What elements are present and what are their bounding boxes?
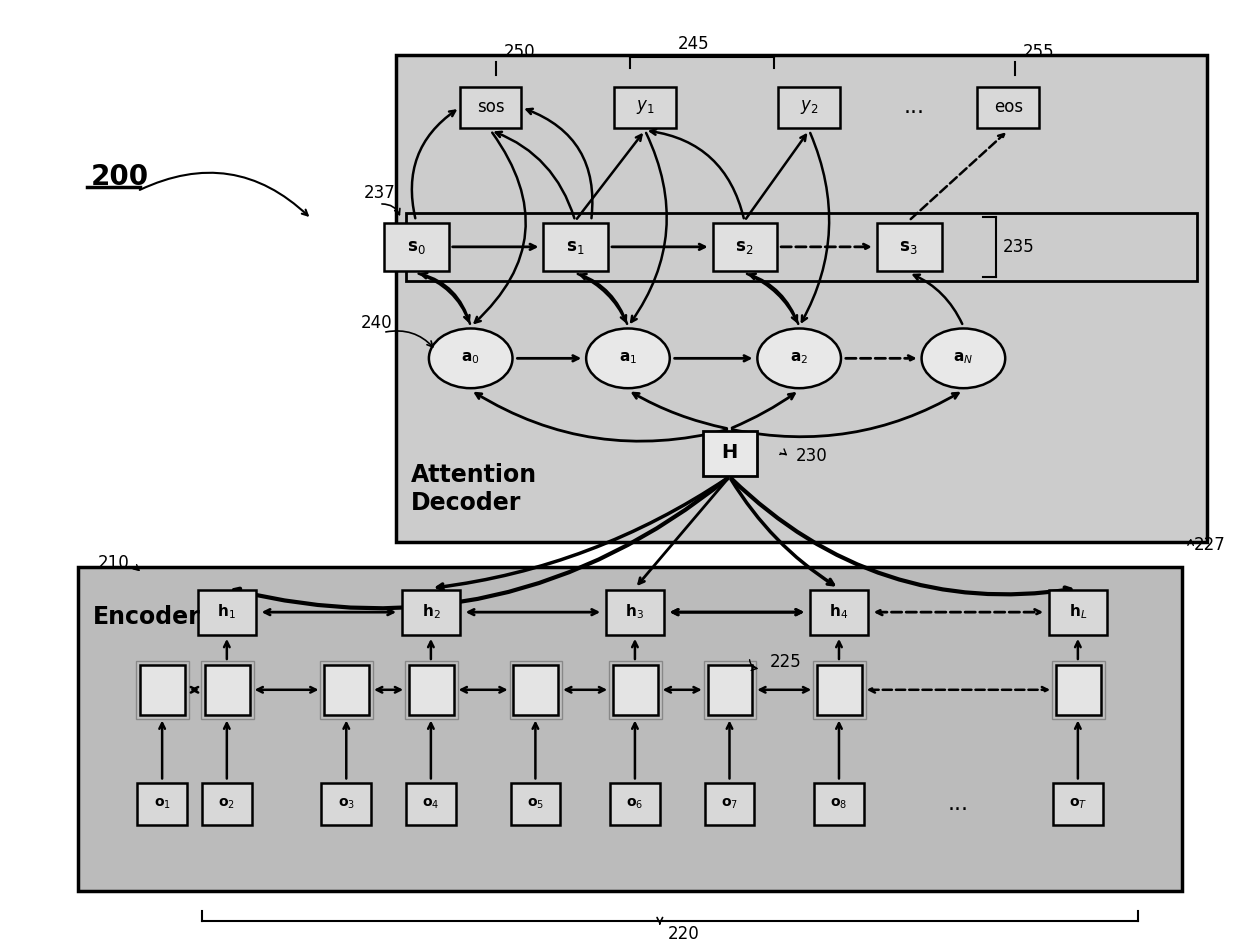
Text: $\mathbf{o}_7$: $\mathbf{o}_7$ xyxy=(720,797,738,812)
Text: $\mathbf{o}_3$: $\mathbf{o}_3$ xyxy=(337,797,355,812)
Text: Attention: Attention xyxy=(410,463,537,487)
Bar xyxy=(708,665,753,715)
Bar xyxy=(1053,784,1102,825)
Text: 200: 200 xyxy=(91,163,149,192)
Text: 230: 230 xyxy=(796,447,828,464)
Bar xyxy=(510,661,562,718)
Text: $\mathbf{h}_2$: $\mathbf{h}_2$ xyxy=(422,603,440,621)
Text: 225: 225 xyxy=(769,653,801,671)
Bar xyxy=(817,665,862,715)
Text: $\mathbf{o}_1$: $\mathbf{o}_1$ xyxy=(154,797,171,812)
Text: $\mathbf{o}_2$: $\mathbf{o}_2$ xyxy=(218,797,236,812)
Bar xyxy=(815,784,864,825)
Bar xyxy=(609,661,662,718)
Text: $\mathbf{h}_L$: $\mathbf{h}_L$ xyxy=(1069,603,1087,621)
Text: $\mathbf{o}_T$: $\mathbf{o}_T$ xyxy=(1069,797,1087,812)
Bar xyxy=(205,665,249,715)
Text: $y_1$: $y_1$ xyxy=(636,98,655,116)
Text: $\mathbf{s}_0$: $\mathbf{s}_0$ xyxy=(407,238,425,256)
Text: $\mathbf{o}_6$: $\mathbf{o}_6$ xyxy=(626,797,644,812)
Bar xyxy=(140,665,185,715)
Bar xyxy=(613,665,658,715)
Bar xyxy=(703,661,756,718)
Text: 210: 210 xyxy=(98,554,129,572)
Text: $\mathbf{o}_5$: $\mathbf{o}_5$ xyxy=(527,797,544,812)
Text: 240: 240 xyxy=(361,314,393,332)
Text: $\mathbf{a}_2$: $\mathbf{a}_2$ xyxy=(790,350,808,366)
Bar xyxy=(198,590,255,635)
Bar xyxy=(813,661,866,718)
Bar xyxy=(409,665,454,715)
Bar xyxy=(704,784,754,825)
Text: $\mathbf{s}_2$: $\mathbf{s}_2$ xyxy=(735,238,754,256)
Bar xyxy=(78,567,1183,891)
Bar xyxy=(610,784,660,825)
Bar xyxy=(321,784,371,825)
Text: ...: ... xyxy=(903,97,924,117)
Bar xyxy=(1049,590,1107,635)
Text: $\mathbf{s}_3$: $\mathbf{s}_3$ xyxy=(899,238,918,256)
Text: 227: 227 xyxy=(1193,536,1225,554)
Bar xyxy=(511,784,560,825)
Text: $\mathbf{s}_1$: $\mathbf{s}_1$ xyxy=(565,238,584,256)
Bar xyxy=(1052,661,1105,718)
Bar xyxy=(202,784,252,825)
Text: 235: 235 xyxy=(1003,238,1035,256)
Bar xyxy=(513,665,558,715)
Bar xyxy=(405,784,456,825)
Bar xyxy=(977,87,1039,128)
Bar xyxy=(405,213,1198,280)
Bar xyxy=(810,590,868,635)
Text: $\mathbf{o}_8$: $\mathbf{o}_8$ xyxy=(831,797,848,812)
Text: 255: 255 xyxy=(1023,42,1055,60)
Bar xyxy=(779,87,839,128)
Text: $\mathbf{a}_0$: $\mathbf{a}_0$ xyxy=(461,350,480,366)
Text: Encoder: Encoder xyxy=(93,605,200,629)
Text: 250: 250 xyxy=(503,42,536,60)
Text: $\mathbf{h}_4$: $\mathbf{h}_4$ xyxy=(830,603,848,621)
Bar xyxy=(384,223,449,271)
Text: sos: sos xyxy=(477,98,505,116)
Text: $\mathbf{a}_N$: $\mathbf{a}_N$ xyxy=(954,350,973,366)
Bar xyxy=(460,87,522,128)
Bar xyxy=(1056,665,1101,715)
Text: 220: 220 xyxy=(668,924,699,943)
Text: $\mathbf{h}_1$: $\mathbf{h}_1$ xyxy=(217,603,236,621)
Ellipse shape xyxy=(921,329,1006,388)
Ellipse shape xyxy=(429,329,512,388)
Text: ...: ... xyxy=(947,794,968,815)
Bar xyxy=(396,55,1208,543)
Text: $\mathbf{o}_4$: $\mathbf{o}_4$ xyxy=(423,797,439,812)
Bar xyxy=(877,223,941,271)
Ellipse shape xyxy=(758,329,841,388)
Bar xyxy=(138,784,187,825)
Bar xyxy=(543,223,608,271)
Bar xyxy=(402,590,460,635)
Text: 245: 245 xyxy=(678,35,709,53)
Bar xyxy=(320,661,373,718)
Bar xyxy=(614,87,676,128)
Bar xyxy=(405,661,458,718)
Bar xyxy=(703,431,758,476)
Bar xyxy=(325,665,370,715)
Text: H: H xyxy=(722,444,738,463)
Bar xyxy=(136,661,188,718)
Ellipse shape xyxy=(587,329,670,388)
Text: $\mathbf{a}_1$: $\mathbf{a}_1$ xyxy=(619,350,637,366)
Text: 237: 237 xyxy=(365,184,396,202)
Text: eos: eos xyxy=(993,98,1023,116)
Bar xyxy=(201,661,254,718)
Text: $\mathbf{h}_3$: $\mathbf{h}_3$ xyxy=(625,603,645,621)
Text: $y_2$: $y_2$ xyxy=(800,98,818,116)
Bar xyxy=(713,223,777,271)
Text: Decoder: Decoder xyxy=(410,491,521,514)
Bar xyxy=(606,590,663,635)
